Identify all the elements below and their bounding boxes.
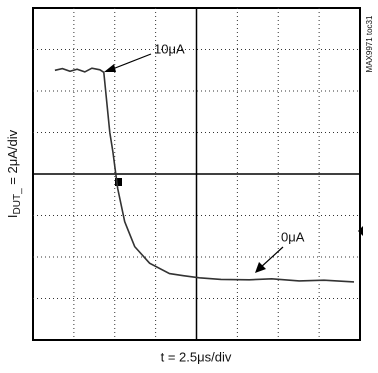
annotation: 10μA	[154, 41, 185, 56]
x-axis-label: t = 2.5μs/div	[161, 349, 232, 364]
trigger-marker	[115, 178, 122, 186]
y-label-sub: DUT_	[12, 188, 23, 215]
watermark: MAX9971 toc31	[365, 15, 374, 72]
level-marker	[358, 226, 363, 236]
y-label-rest: = 2μA/div	[5, 129, 20, 188]
annotation-arrow	[259, 246, 284, 269]
arrowhead	[255, 262, 266, 273]
annotation-arrow	[109, 53, 152, 71]
y-label-main: I	[5, 214, 20, 218]
y-axis-label: IDUT_ = 2μA/div	[5, 129, 22, 218]
annotation: 0μA	[281, 229, 305, 244]
trace	[54, 67, 355, 283]
arrowhead	[104, 64, 116, 72]
